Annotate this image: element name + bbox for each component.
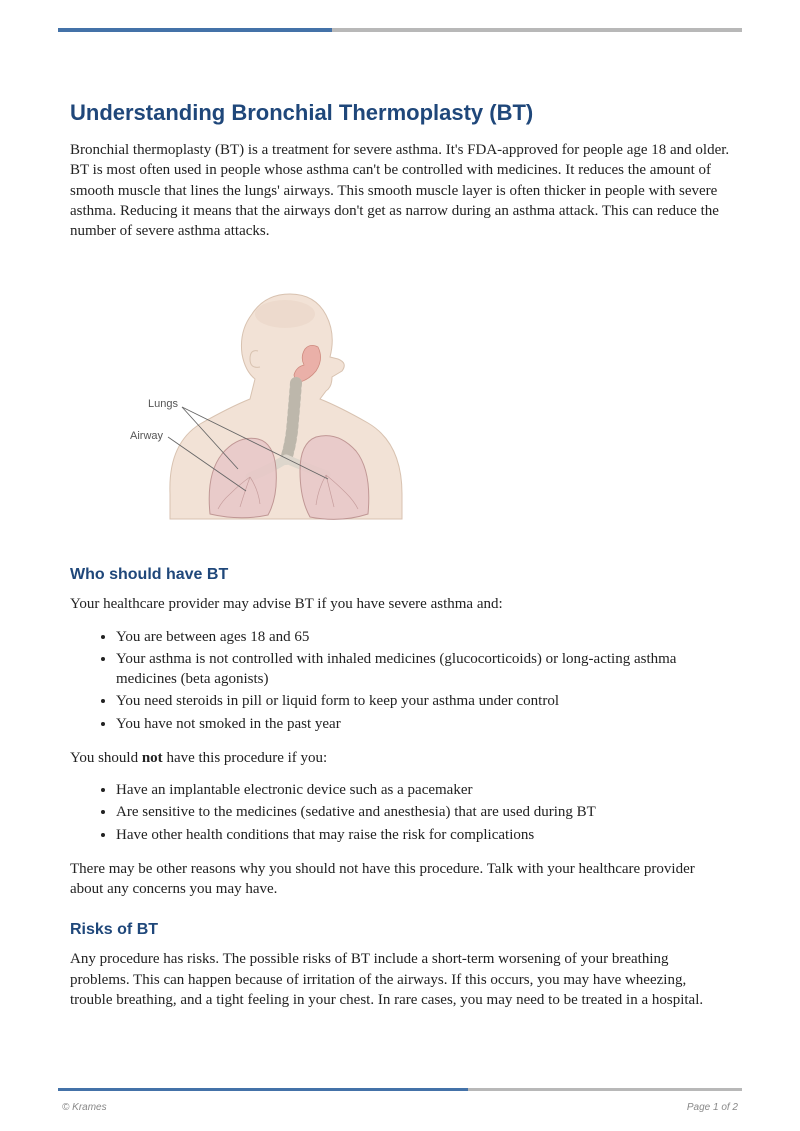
anatomy-diagram: Lungs Airway	[110, 259, 730, 544]
who-closing: There may be other reasons why you shoul…	[70, 859, 730, 900]
top-rule-blue	[58, 28, 332, 32]
text-bold: not	[142, 750, 163, 766]
risks-body: Any procedure has risks. The possible ri…	[70, 949, 730, 1010]
head-shade	[255, 300, 315, 328]
list-item: You are between ages 18 and 65	[116, 627, 730, 647]
top-rule-gray	[332, 28, 742, 32]
list-item: You need steroids in pill or liquid form…	[116, 691, 730, 711]
page-content: Understanding Bronchial Thermoplasty (BT…	[70, 100, 730, 1022]
list-item: Have other health conditions that may ra…	[116, 825, 730, 845]
footer-page-number: Page 1 of 2	[687, 1102, 738, 1113]
footer-copyright: © Krames	[62, 1102, 107, 1113]
label-airway: Airway	[130, 430, 164, 442]
heading-who: Who should have BT	[70, 566, 730, 584]
list-item: Your asthma is not controlled with inhal…	[116, 649, 730, 690]
who-not-lead: You should not have this procedure if yo…	[70, 748, 730, 768]
bottom-rule-gray	[468, 1088, 742, 1091]
label-lungs: Lungs	[148, 398, 178, 410]
bottom-rule	[58, 1088, 742, 1091]
intro-paragraph: Bronchial thermoplasty (BT) is a treatme…	[70, 140, 730, 241]
text-span: You should	[70, 750, 142, 766]
top-rule	[58, 28, 742, 32]
bottom-rule-blue	[58, 1088, 468, 1091]
who-contra-list: Have an implantable electronic device su…	[116, 780, 730, 845]
page-footer: © Krames Page 1 of 2	[62, 1102, 738, 1113]
list-item: Have an implantable electronic device su…	[116, 780, 730, 800]
page-title: Understanding Bronchial Thermoplasty (BT…	[70, 100, 730, 126]
who-lead: Your healthcare provider may advise BT i…	[70, 594, 730, 614]
list-item: You have not smoked in the past year	[116, 714, 730, 734]
list-item: Are sensitive to the medicines (sedative…	[116, 802, 730, 822]
anatomy-svg: Lungs Airway	[110, 259, 430, 539]
text-span: have this procedure if you:	[163, 750, 328, 766]
heading-risks: Risks of BT	[70, 921, 730, 939]
who-criteria-list: You are between ages 18 and 65 Your asth…	[116, 627, 730, 734]
